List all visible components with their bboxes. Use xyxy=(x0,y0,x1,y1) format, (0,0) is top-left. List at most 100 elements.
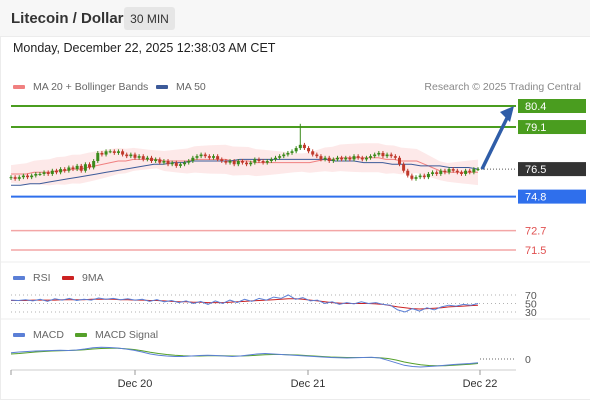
candle-body xyxy=(183,162,187,165)
candle-body xyxy=(253,159,257,163)
candle-body xyxy=(282,154,286,157)
candle-body xyxy=(224,161,228,163)
bollinger-band xyxy=(11,143,478,186)
candle-body xyxy=(212,156,216,158)
candle-body xyxy=(373,154,377,157)
candle-body xyxy=(319,156,323,160)
candle-body xyxy=(294,148,298,152)
candle-body xyxy=(278,156,282,158)
rsi-tick-label: 50 xyxy=(525,299,537,311)
candle-body xyxy=(17,177,21,179)
candle-body xyxy=(360,157,364,160)
macd-signal-line xyxy=(10,347,479,367)
candle-body xyxy=(476,169,480,171)
legend-rsi: RSI xyxy=(13,272,51,284)
forecast-arrow-shaft xyxy=(480,115,510,170)
candle-body xyxy=(166,161,170,165)
legend-ma50-label: MA 50 xyxy=(176,81,206,93)
candle-body xyxy=(9,177,13,179)
candle-body xyxy=(439,170,443,174)
candle-body xyxy=(340,157,344,160)
candle-body xyxy=(220,159,224,162)
candle-body xyxy=(79,165,83,171)
resistance-label: 79.1 xyxy=(525,122,546,134)
candle-body xyxy=(174,162,178,166)
ma20-swatch xyxy=(13,85,25,89)
forecast-arrow-head xyxy=(500,106,514,122)
candle-body xyxy=(286,152,290,155)
candle-body xyxy=(381,152,385,157)
candle-body xyxy=(472,169,476,173)
candle-body xyxy=(431,172,435,174)
candle-body xyxy=(133,154,137,158)
candle-body xyxy=(203,154,207,157)
candle-body xyxy=(67,167,71,171)
candle-body xyxy=(335,157,339,160)
candle-body xyxy=(26,175,30,178)
candle-body xyxy=(302,144,306,149)
candle-body xyxy=(327,157,331,162)
timestamp-text: Monday, December 22, 2025 12:38:03 AM CE… xyxy=(13,41,276,55)
macd-swatch xyxy=(13,333,25,337)
rsi-tick-label: 30 xyxy=(525,307,537,319)
candle-body xyxy=(393,156,397,158)
ma50-swatch xyxy=(156,85,168,89)
pivot-label-box xyxy=(518,189,586,204)
candle-body xyxy=(397,157,401,165)
legend-ma20: MA 20 + Bollinger Bands xyxy=(13,81,148,93)
candle-body xyxy=(323,157,327,160)
candle-body xyxy=(422,175,426,178)
support-label: 72.7 xyxy=(525,226,546,238)
candle-body xyxy=(125,154,129,157)
candle-body xyxy=(121,151,125,155)
candle-body xyxy=(71,167,75,170)
candle-body xyxy=(88,164,92,168)
candle-body xyxy=(298,144,302,149)
candle-body xyxy=(178,164,182,166)
candle-body xyxy=(195,156,199,158)
support-label: 71.5 xyxy=(525,245,546,257)
candle-body xyxy=(352,156,356,160)
resistance-label: 80.4 xyxy=(525,101,546,113)
candle-body xyxy=(451,169,455,171)
timeframe-button[interactable]: 30 MIN xyxy=(124,7,175,30)
legend-rsi-label: RSI xyxy=(33,272,51,284)
candle-body xyxy=(63,169,67,171)
candle-body xyxy=(50,170,54,174)
x-tick-label: Dec 20 xyxy=(118,378,153,390)
last-price-label-box xyxy=(518,162,586,177)
candle-body xyxy=(191,157,195,162)
candle-body xyxy=(331,159,335,162)
candle-body xyxy=(150,157,154,162)
candle-body xyxy=(245,162,249,165)
candle-body xyxy=(199,154,203,157)
candle-body xyxy=(83,164,87,171)
candle-body xyxy=(13,177,17,179)
candle-body xyxy=(21,175,25,178)
candle-body xyxy=(158,159,162,163)
candle-body xyxy=(356,156,360,158)
candle-body xyxy=(38,173,42,175)
candle-body xyxy=(162,161,166,163)
candle-body xyxy=(207,156,211,158)
candle-body xyxy=(92,161,96,168)
legend-macd: MACD xyxy=(13,329,64,341)
candle-body xyxy=(344,157,348,160)
candle-body xyxy=(443,170,447,173)
candle-body xyxy=(42,172,46,174)
resistance-label-box xyxy=(518,120,586,135)
candle-body xyxy=(228,161,232,163)
instrument-title: Litecoin / Dollar xyxy=(11,10,124,27)
candle-body xyxy=(129,154,133,157)
legend-rsi-ma: 9MA xyxy=(62,272,104,284)
candle-body xyxy=(315,154,319,157)
rsi-tick-label: 70 xyxy=(525,290,537,302)
header-bar: Litecoin / Dollar 30 MIN xyxy=(0,0,590,37)
candle-body xyxy=(402,164,406,171)
credit-text: Research © 2025 Trading Central xyxy=(424,81,581,93)
candle-body xyxy=(236,161,240,165)
candle-body xyxy=(385,154,389,157)
candle-body xyxy=(96,152,100,162)
candle-body xyxy=(307,148,311,152)
